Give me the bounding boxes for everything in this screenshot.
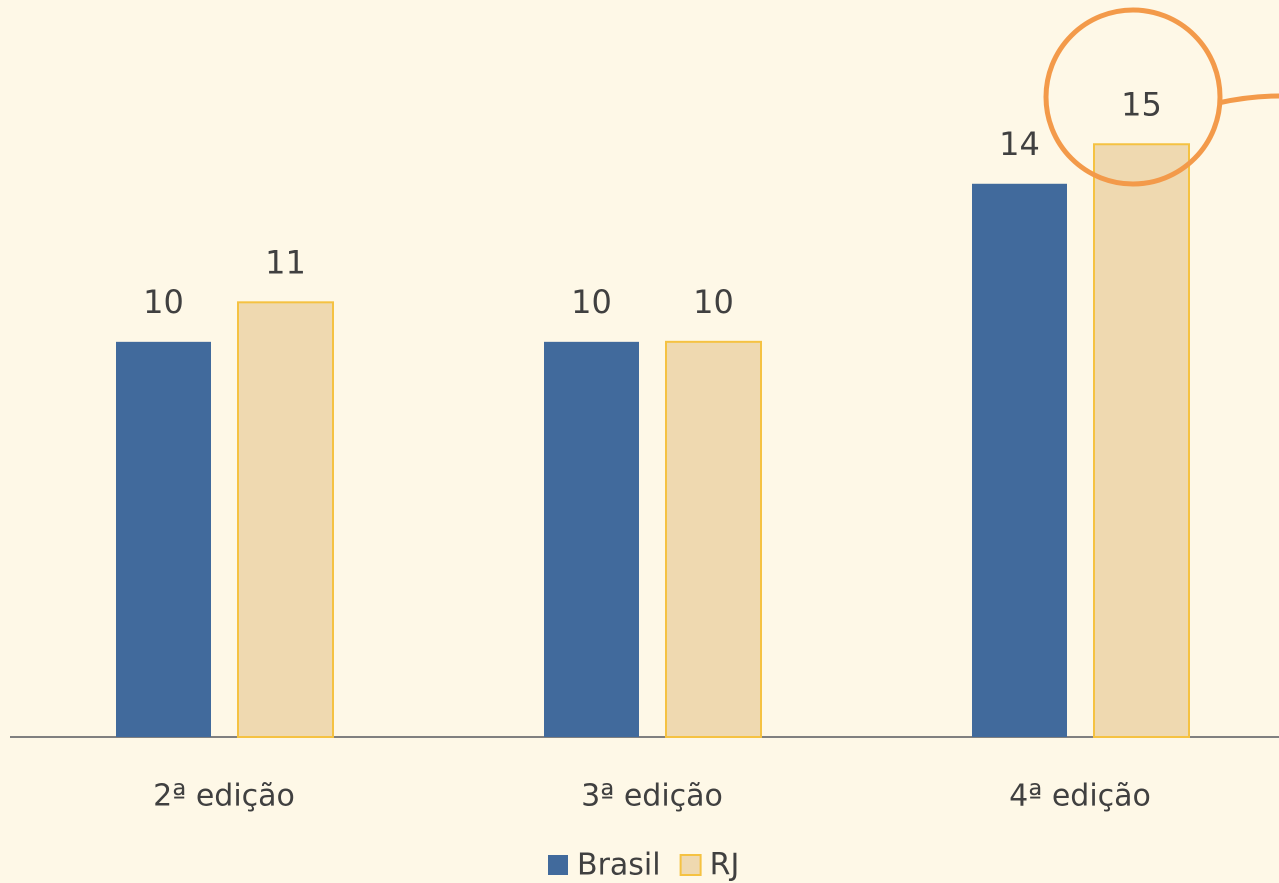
data-label: 11 — [265, 243, 306, 281]
data-label: 14 — [999, 125, 1040, 163]
legend-label: Brasil — [577, 848, 661, 883]
x-tick-label: 4ª edição — [1009, 779, 1151, 814]
bar — [1093, 143, 1190, 739]
legend-swatch — [679, 854, 702, 876]
bar — [116, 341, 211, 737]
bar — [237, 301, 334, 738]
data-label: 10 — [143, 283, 184, 321]
highlight-circle — [1043, 7, 1223, 187]
highlight-connector — [1217, 93, 1279, 106]
bar — [544, 341, 639, 737]
data-label: 10 — [693, 283, 734, 321]
legend-swatch — [548, 855, 568, 875]
plot: 2ª edição 10 11 3ª edição 10 10 4ª edição 14 15 B… — [116, 85, 1190, 883]
x-tick-label: 2ª edição — [153, 779, 295, 814]
data-label: 15 — [1121, 85, 1162, 123]
data-label: 10 — [571, 283, 612, 321]
x-tick-label: 3ª edição — [581, 779, 723, 814]
bar — [972, 183, 1067, 738]
bar — [665, 340, 762, 738]
legend-label: RJ — [710, 848, 740, 883]
